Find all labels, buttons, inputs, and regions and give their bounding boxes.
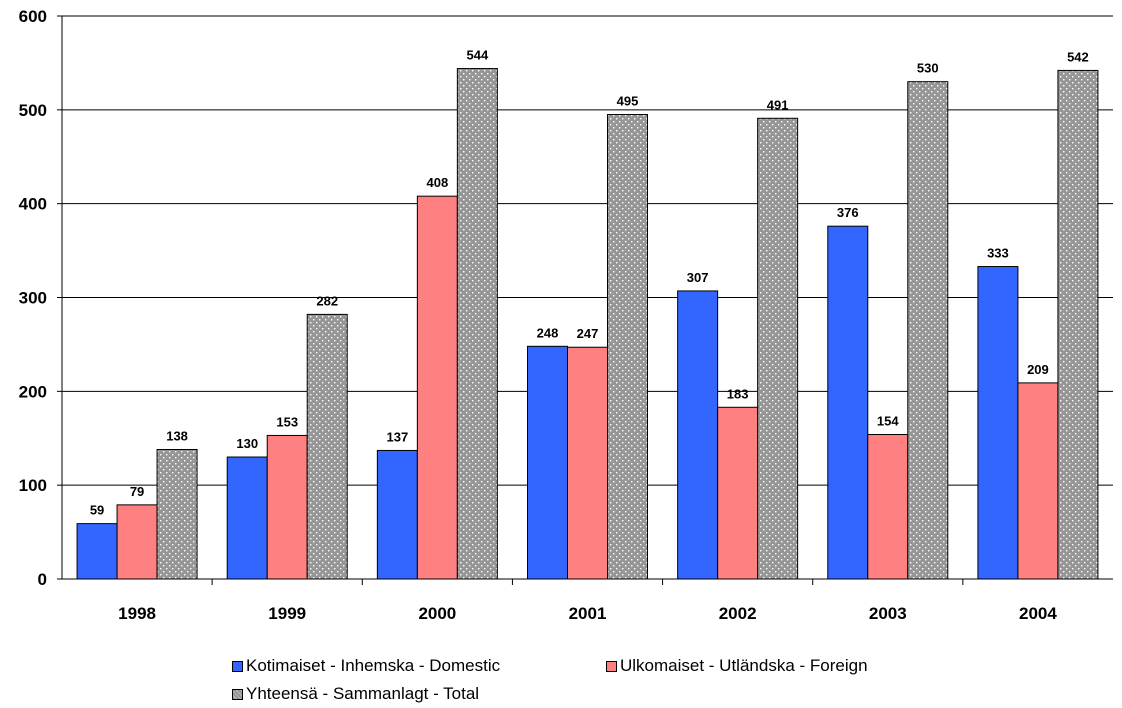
bar-domestic-2000	[376, 449, 418, 580]
legend-swatch-foreign	[606, 660, 617, 672]
bar-foreign-1998	[116, 504, 158, 580]
bar-total-2003	[907, 81, 949, 580]
bar-foreign-2000	[416, 195, 458, 580]
data-label-domestic-1999: 130	[236, 436, 258, 451]
bars	[76, 68, 1099, 580]
data-label-domestic-2000: 137	[387, 429, 409, 444]
y-tick-label: 300	[19, 289, 47, 308]
bar-total-1998	[156, 449, 198, 580]
data-label-domestic-2002: 307	[687, 270, 709, 285]
legend-label-foreign: Ulkomaiset - Utländska - Foreign	[620, 656, 868, 675]
y-tick-label: 500	[19, 101, 47, 120]
legend-label-total: Yhteensä - Sammanlagt - Total	[246, 684, 480, 703]
data-label-foreign-2000: 408	[427, 175, 449, 190]
legend-swatch-total	[232, 688, 243, 700]
x-tick-label-2000: 2000	[418, 604, 456, 623]
bar-total-2000	[456, 68, 498, 580]
y-tick-label: 600	[19, 7, 47, 26]
y-tick-label: 200	[19, 382, 47, 401]
data-label-domestic-2001: 248	[537, 325, 559, 340]
x-tick-label-1998: 1998	[118, 604, 156, 623]
x-tick-label-2004: 2004	[1019, 604, 1057, 623]
y-tick-label: 400	[19, 195, 47, 214]
data-label-total-2000: 544	[467, 48, 489, 63]
data-label-total-2001: 495	[617, 94, 639, 109]
data-label-domestic-2004: 333	[987, 246, 1009, 261]
bar-foreign-1999	[266, 434, 308, 580]
legend-label-domestic: Kotimaiset - Inhemska - Domestic	[246, 656, 501, 675]
bar-domestic-1999	[226, 456, 268, 580]
data-label-total-1999: 282	[316, 293, 338, 308]
legend-item-domestic: Kotimaiset - Inhemska - Domestic	[232, 656, 500, 676]
labels: 0 100 200 300 400 500 600 1998 59 79 138 1999 130 153…	[19, 7, 1089, 623]
legend-item-total: Yhteensä - Sammanlagt - Total	[232, 684, 479, 704]
data-label-foreign-1999: 153	[276, 414, 298, 429]
data-label-total-2002: 491	[767, 97, 789, 112]
data-label-foreign-2002: 183	[727, 386, 749, 401]
bar-total-2001	[607, 114, 648, 580]
bar-domestic-2002	[677, 290, 719, 580]
bar-foreign-2002	[717, 406, 759, 580]
y-tick-label: 100	[19, 476, 47, 495]
x-tick-label-2003: 2003	[869, 604, 907, 623]
bar-total-2002	[757, 117, 799, 580]
bar-foreign-2004	[1017, 382, 1059, 580]
legend-item-foreign: Ulkomaiset - Utländska - Foreign	[606, 656, 868, 676]
data-label-total-2004: 542	[1067, 49, 1089, 64]
bar-domestic-2001	[527, 345, 568, 580]
data-label-total-2003: 530	[917, 61, 939, 76]
y-tick-label: 0	[38, 570, 47, 589]
bar-domestic-2004	[977, 266, 1019, 580]
data-label-foreign-2004: 209	[1027, 362, 1049, 377]
x-tick-label-1999: 1999	[268, 604, 306, 623]
bar-foreign-2003	[867, 433, 909, 580]
bar-total-2004	[1057, 69, 1099, 580]
x-tick-label-2001: 2001	[569, 604, 607, 623]
bar-total-1999	[306, 313, 348, 580]
bar-domestic-2003	[827, 225, 869, 580]
x-tick-label-2002: 2002	[719, 604, 757, 623]
data-label-domestic-1998: 59	[90, 503, 104, 518]
data-label-foreign-2003: 154	[877, 413, 899, 428]
data-label-foreign-1998: 79	[130, 484, 144, 499]
data-label-domestic-2003: 376	[837, 205, 859, 220]
axes	[57, 15, 1113, 585]
bar-chart: 0 100 200 300 400 500 600 1998 59 79 138 1999 130 153…	[19, 7, 1113, 623]
legend: Kotimaiset - Inhemska - Domestic Ulkomai…	[232, 656, 952, 680]
bar-foreign-2001	[567, 346, 608, 580]
data-label-foreign-2001: 247	[577, 326, 599, 341]
legend-swatch-domestic	[232, 660, 243, 672]
data-label-total-1998: 138	[166, 429, 188, 444]
bar-domestic-1998	[76, 523, 118, 580]
